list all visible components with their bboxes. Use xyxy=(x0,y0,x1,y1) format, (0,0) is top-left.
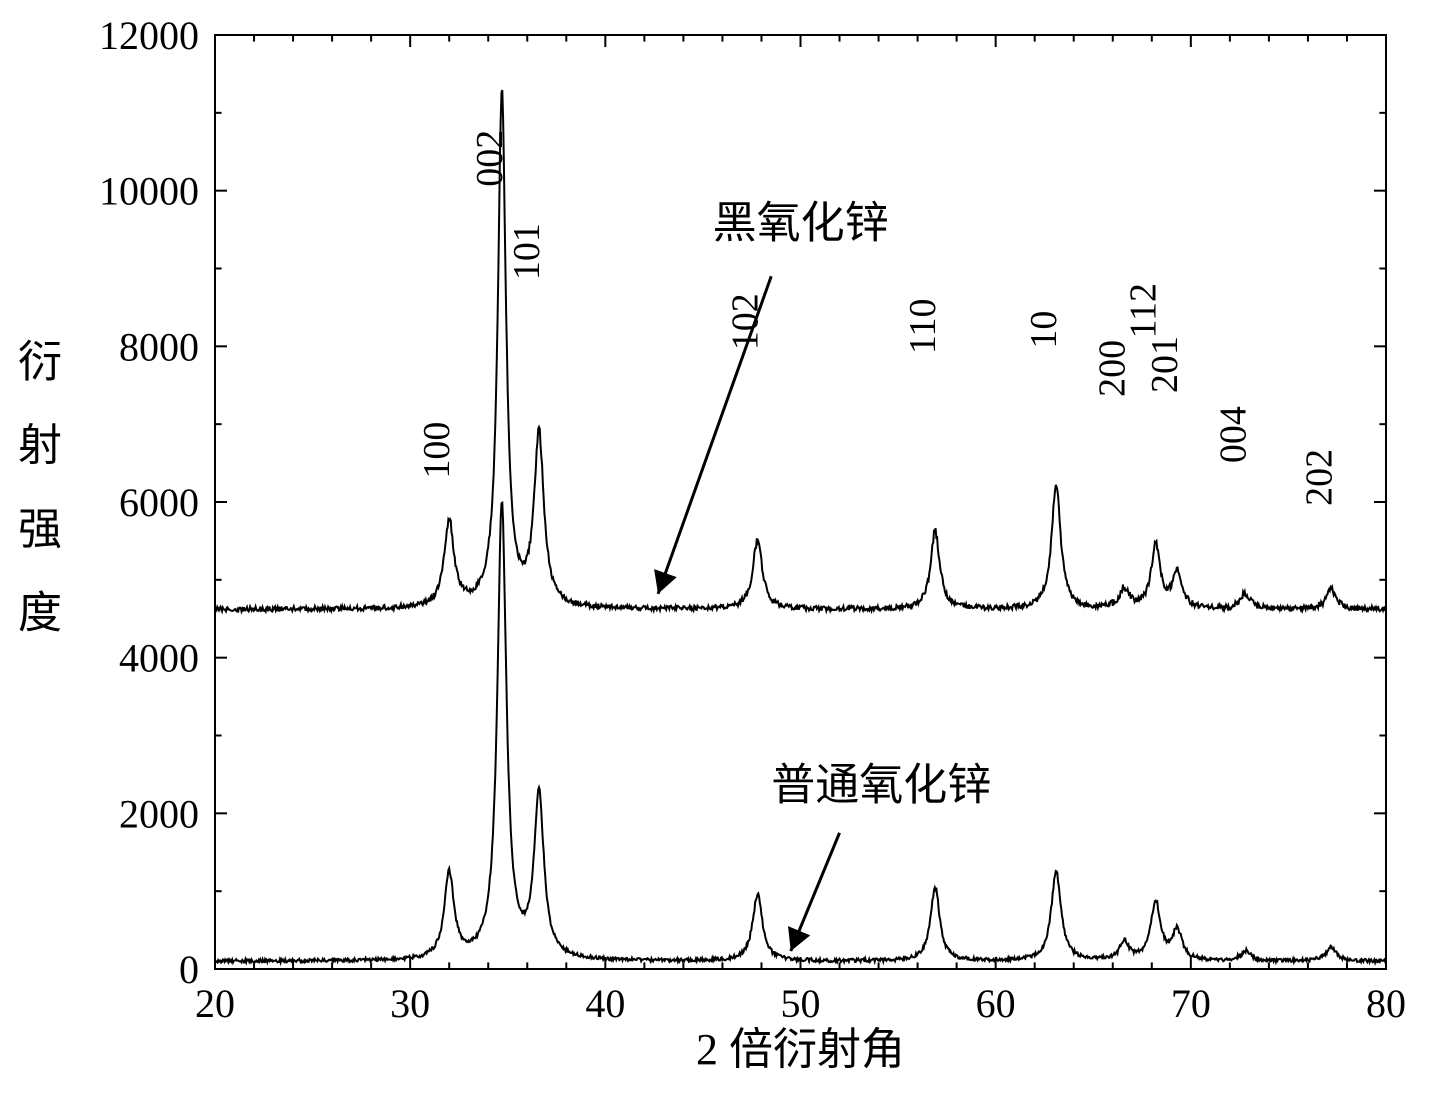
peak-label: 101 xyxy=(506,223,548,280)
x-tick-label: 30 xyxy=(390,981,430,1026)
x-axis-label: 2 倍衍射角 xyxy=(696,1025,905,1074)
peak-label: 002 xyxy=(469,130,511,187)
y-tick-label: 2000 xyxy=(119,791,199,836)
peak-label: 112 xyxy=(1123,283,1165,339)
peak-label: 004 xyxy=(1212,406,1254,463)
peak-label: 10 xyxy=(1023,311,1065,349)
xrd-chart: 20 30 40 50 60 70 80 0 2000 4000 6000 8000 10000 1200… xyxy=(0,0,1456,1094)
x-tick-label: 80 xyxy=(1366,981,1406,1026)
peak-label: 110 xyxy=(902,299,944,355)
y-axis-label-char: 射 xyxy=(18,421,62,470)
y-axis-label-char: 强 xyxy=(18,505,62,554)
y-tick-label: 0 xyxy=(179,947,199,992)
y-axis-label-char: 衍 xyxy=(18,338,62,387)
x-tick-label: 20 xyxy=(195,981,235,1026)
y-tick-label: 8000 xyxy=(119,324,199,369)
peak-label: 102 xyxy=(725,293,767,350)
peak-label: 100 xyxy=(416,422,458,479)
peak-label: 201 xyxy=(1144,336,1186,393)
peak-label: 202 xyxy=(1298,449,1340,506)
black-zno-label: 黑氧化锌 xyxy=(713,198,889,247)
peak-label: 200 xyxy=(1091,340,1133,397)
y-axis-label-char: 度 xyxy=(18,588,62,637)
y-tick-label: 10000 xyxy=(99,169,199,214)
y-tick-label: 12000 xyxy=(99,13,199,58)
x-tick-label: 70 xyxy=(1171,981,1211,1026)
y-tick-label: 4000 xyxy=(119,636,199,681)
x-tick-label: 60 xyxy=(976,981,1016,1026)
x-tick-label: 50 xyxy=(781,981,821,1026)
y-tick-label: 6000 xyxy=(119,480,199,525)
common-zno-label: 普通氧化锌 xyxy=(771,760,991,809)
x-tick-label: 40 xyxy=(585,981,625,1026)
